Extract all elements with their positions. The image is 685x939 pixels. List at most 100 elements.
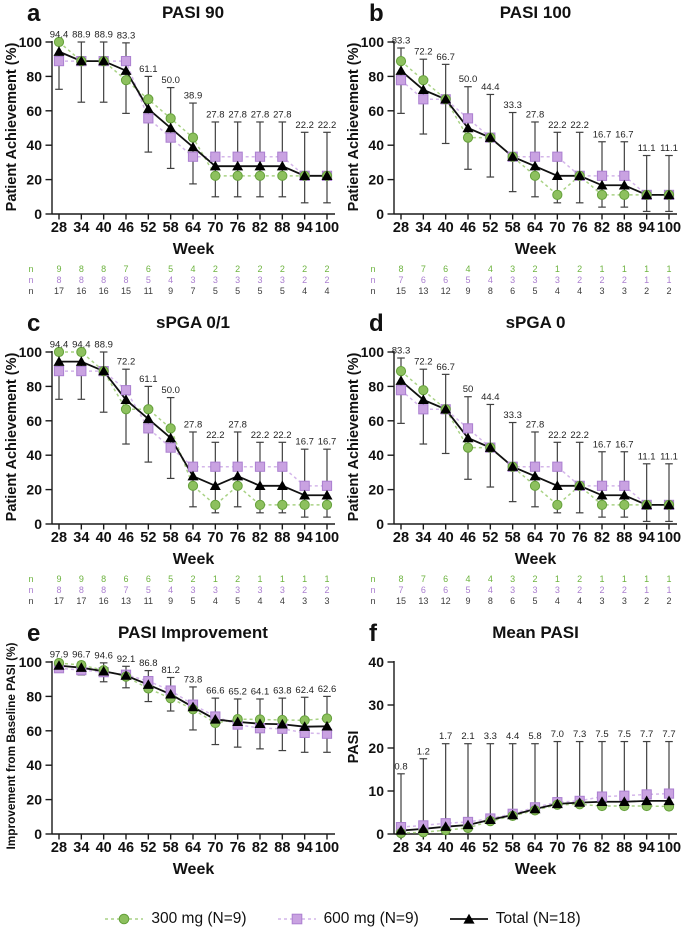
svg-text:22.2: 22.2 [206,430,225,441]
svg-text:20: 20 [368,740,384,756]
svg-text:5: 5 [168,264,173,274]
svg-text:20: 20 [26,792,42,808]
svg-text:8: 8 [488,596,493,606]
svg-text:5: 5 [465,585,470,595]
svg-text:97.9: 97.9 [50,650,69,661]
svg-text:9: 9 [168,596,173,606]
panel-b-n-table: n 8 7 6 4 4 3 2 1 2 1 1 1 1n 7 6 6 5 4 3 3 3 2 2 2 1 1n 15 13 12 9 8 6 5 4… [370,264,671,296]
n-row-p300: n 9 8 8 7 6 5 4 2 2 2 2 2 2 [28,264,329,274]
svg-text:72.2: 72.2 [414,357,433,368]
svg-text:20: 20 [368,172,384,188]
svg-text:66.7: 66.7 [436,52,455,63]
svg-text:16.7: 16.7 [295,437,314,448]
svg-text:9: 9 [56,574,61,584]
svg-text:60: 60 [26,723,42,739]
svg-text:27.8: 27.8 [251,109,270,120]
svg-text:34: 34 [415,220,431,236]
svg-text:6: 6 [443,574,448,584]
svg-text:64: 64 [527,530,543,546]
svg-text:1: 1 [644,275,649,285]
svg-text:1: 1 [644,264,649,274]
svg-text:34: 34 [73,840,89,856]
axes [45,351,335,530]
svg-text:76: 76 [230,840,246,856]
svg-text:9: 9 [465,596,470,606]
svg-text:3: 3 [532,275,537,285]
svg-text:0: 0 [34,516,42,532]
svg-text:2: 2 [324,585,329,595]
svg-text:44.4: 44.4 [481,82,500,93]
svg-text:16: 16 [99,596,109,606]
data-labels: 94.4 88.9 88.9 83.361.150.038.927.8 27.8 27.8… [50,30,337,131]
svg-text:70: 70 [549,840,565,856]
svg-text:22.2: 22.2 [570,430,589,441]
svg-text:3: 3 [235,275,240,285]
svg-text:8: 8 [101,275,106,285]
svg-text:6: 6 [123,574,128,584]
svg-text:3: 3 [257,585,262,595]
svg-text:40: 40 [438,530,454,546]
svg-text:8: 8 [101,585,106,595]
svg-text:27.8: 27.8 [228,109,247,120]
tick-labels: 0 10 20 30 40 28 34 40 46 52 58 64 70 76 82 88 94 100 [368,654,681,856]
panel-d-x-axis-label: Week [514,551,557,568]
svg-text:n: n [370,574,375,584]
svg-text:12: 12 [441,596,451,606]
svg-text:94.6: 94.6 [94,650,113,661]
svg-text:5: 5 [257,286,262,296]
svg-text:20: 20 [26,172,42,188]
svg-text:2: 2 [302,264,307,274]
markers-p600 [53,365,333,491]
svg-text:2: 2 [190,574,195,584]
svg-text:3.3: 3.3 [484,731,497,742]
legend-item-600mg: 600 mg (N=9) [277,910,419,928]
svg-text:20: 20 [368,482,384,498]
svg-text:5: 5 [532,286,537,296]
svg-text:1: 1 [324,574,329,584]
svg-text:58: 58 [505,530,521,546]
svg-text:17: 17 [54,286,64,296]
panel-c-title: sPGA 0/1 [155,313,231,332]
svg-text:n: n [28,275,33,285]
svg-text:6: 6 [510,286,515,296]
svg-text:3: 3 [510,585,515,595]
panel-a-letter: a [27,0,41,27]
svg-text:76: 76 [230,530,246,546]
panel-d-letter: d [369,310,384,337]
data-labels: 83.372.2 66.750.044.433.327.822.2 22.216.7… [392,36,678,154]
svg-text:11.1: 11.1 [638,143,656,154]
svg-text:5: 5 [235,596,240,606]
svg-text:2: 2 [644,596,649,606]
svg-text:13: 13 [418,286,428,296]
svg-text:n: n [370,275,375,285]
svg-text:83.3: 83.3 [117,30,136,41]
svg-text:96.7: 96.7 [72,650,91,661]
panel-a-n-table: n 9 8 8 7 6 5 4 2 2 2 2 2 2n 8 8 8 8 5 4 3 3 3 3 3 2 2n 17 16 16 15 11 9… [28,264,329,296]
svg-text:50.0: 50.0 [161,75,180,86]
panel-c-x-axis-label: Week [172,551,215,568]
markers-total [53,46,333,181]
svg-text:81.2: 81.2 [161,665,180,676]
svg-text:52: 52 [482,220,498,236]
error-bars [397,47,673,213]
svg-text:70: 70 [207,530,223,546]
svg-text:4: 4 [488,585,493,595]
svg-text:2: 2 [324,275,329,285]
svg-text:34: 34 [73,220,89,236]
svg-text:100: 100 [657,220,681,236]
svg-text:17: 17 [76,596,86,606]
n-row-total: n 15 13 12 9 8 6 5 4 4 3 3 2 2 [370,596,671,606]
svg-text:3: 3 [510,574,515,584]
svg-text:100: 100 [19,344,43,360]
svg-text:7.5: 7.5 [618,729,631,740]
panel-a: a PASI 90 Patient Achievement (%) 0 20 40 6… [0,0,342,310]
legend-item-300mg: 300 mg (N=9) [104,910,247,928]
svg-text:13: 13 [418,596,428,606]
svg-text:1.7: 1.7 [439,731,452,742]
svg-text:2: 2 [302,275,307,285]
svg-text:3: 3 [324,596,329,606]
svg-text:3: 3 [622,286,627,296]
panel-a-x-axis-label: Week [172,241,215,258]
